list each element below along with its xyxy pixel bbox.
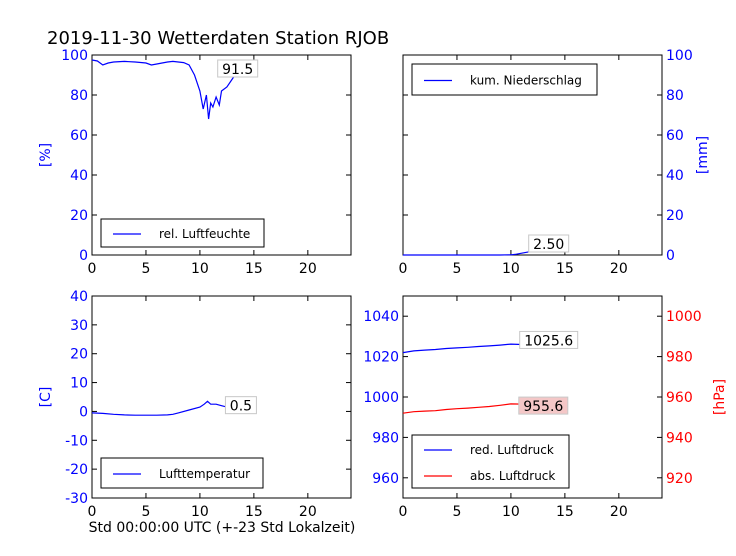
- pressure-y-tick-label: 1000: [363, 390, 399, 406]
- pressure-x-tick-label: 0: [399, 504, 408, 520]
- temperature-y-tick-label: -30: [65, 491, 88, 507]
- humidity-series-line: [91, 59, 254, 120]
- pressure-legend-label: red. Luftdruck: [470, 443, 554, 457]
- temperature-x-tick-label: 0: [88, 504, 97, 520]
- figure-title: 2019-11-30 Wetterdaten Station RJOB: [47, 28, 389, 49]
- precip-y-tick-label: 0: [666, 248, 675, 264]
- temperature-x-tick-label: 20: [299, 504, 317, 520]
- humidity-x-tick-label: 5: [141, 261, 150, 277]
- precip-legend-box: [411, 63, 598, 96]
- precip-y-tick-label: 100: [666, 48, 693, 64]
- temperature-y-tick-label: 40: [70, 289, 88, 305]
- humidity-y-tick-label: 60: [70, 128, 88, 144]
- pressure-value-label: 1025.6: [524, 333, 573, 349]
- pressure-x-tick-label: 15: [556, 504, 574, 520]
- pressure-y-tick-label: 980: [372, 430, 399, 446]
- precip-legend-label: kum. Niederschlag: [470, 74, 582, 88]
- precip-x-tick-label: 0: [399, 261, 408, 277]
- temperature-y-tick-label: 0: [79, 404, 88, 420]
- temperature-value-label: 0.5: [230, 399, 252, 415]
- pressure-y-tick-label: 960: [372, 471, 399, 487]
- precip-x-tick-label: 20: [610, 261, 628, 277]
- humidity-panel: 0 5 10 15 20 0 20 40 60 80 100 [%] 91.5 rel. Luftfeuc…: [38, 48, 352, 277]
- pressure-x-tick-label: 10: [502, 504, 520, 520]
- humidity-y-tick-label: 80: [70, 88, 88, 104]
- pressure-x-tick-label: 20: [610, 504, 628, 520]
- pressure-y-right-axis-label: [hPa]: [712, 379, 728, 415]
- humidity-legend-box: [100, 218, 265, 248]
- humidity-value-label-box: [217, 59, 259, 78]
- pressure-legend-label: abs. Luftdruck: [470, 469, 555, 483]
- pressure-legend-box: [411, 434, 570, 489]
- temperature-y-tick-label: 20: [70, 347, 88, 363]
- pressure-value-label-box: [519, 330, 579, 349]
- precip-y-tick-label: 60: [666, 128, 684, 144]
- precip-y-axis-label: [mm]: [695, 136, 711, 174]
- pressure-y-right-tick-label: 920: [666, 471, 693, 487]
- temperature-x-tick-label: 5: [141, 504, 150, 520]
- precip-y-tick-label: 40: [666, 168, 684, 184]
- temperature-y-axis-label: [C]: [38, 387, 54, 408]
- humidity-x-tick-label: 20: [299, 261, 317, 277]
- humidity-x-tick-label: 0: [88, 261, 97, 277]
- temperature-value-label-box: [224, 396, 257, 415]
- humidity-y-tick-label: 40: [70, 168, 88, 184]
- precip-x-tick-label: 10: [502, 261, 520, 277]
- temperature-plot-frame: [91, 295, 352, 499]
- humidity-x-tick-label: 15: [245, 261, 263, 277]
- precip-value-label: 2.50: [533, 237, 564, 253]
- precip-y-tick-label: 20: [666, 208, 684, 224]
- pressure-y-right-tick-label: 1000: [666, 309, 702, 325]
- temperature-legend-box: [100, 457, 264, 489]
- humidity-y-tick-label: 0: [79, 248, 88, 264]
- pressure-y-tick-label: 1020: [363, 350, 399, 366]
- temperature-x-tick-label: 10: [191, 504, 209, 520]
- precip-y-tick-label: 80: [666, 88, 684, 104]
- pressure-y-right-tick-label: 980: [666, 350, 693, 366]
- pressure-y-right-tick-label: 960: [666, 390, 693, 406]
- humidity-plot-frame: [91, 54, 352, 256]
- pressure-panel: 0 5 10 15 20 960 980 1000 1020 1040 920 940 960 980 10…: [363, 295, 728, 520]
- humidity-y-axis-label: [%]: [38, 143, 54, 167]
- pressure-value-label-box: [518, 396, 569, 415]
- precip-panel: 0 5 10 15 20 0 20 40 60 80 100 [mm] 2.50 kum. Nieders…: [399, 48, 711, 277]
- humidity-legend-label: rel. Luftfeuchte: [159, 227, 250, 241]
- pressure-y-tick-label: 1040: [363, 309, 399, 325]
- temperature-legend-label: Lufttemperatur: [159, 467, 250, 481]
- temperature-y-tick-label: -10: [65, 433, 88, 449]
- precip-x-tick-label: 15: [556, 261, 574, 277]
- humidity-x-tick-label: 10: [191, 261, 209, 277]
- humidity-value-label: 91.5: [222, 62, 253, 78]
- temperature-x-tick-label: 15: [245, 504, 263, 520]
- temperature-y-tick-label: 10: [70, 376, 88, 392]
- temperature-y-tick-label: -20: [65, 462, 88, 478]
- pressure-y-right-tick-label: 940: [666, 430, 693, 446]
- precip-x-tick-label: 5: [452, 261, 461, 277]
- temperature-y-tick-label: 30: [70, 318, 88, 334]
- pressure-value-label: 955.6: [523, 399, 563, 415]
- humidity-y-tick-label: 100: [61, 48, 88, 64]
- temperature-panel: 0 5 10 15 20 -30 -20 -10 0 10 20 30 40 [C] 0.5 Lufttemp…: [38, 289, 352, 520]
- precip-plot-frame: [402, 54, 663, 256]
- humidity-y-tick-label: 20: [70, 208, 88, 224]
- precip-value-label-box: [528, 234, 570, 253]
- pressure-x-tick-label: 5: [452, 504, 461, 520]
- figure-x-axis-label: Std 00:00:00 UTC (+-23 Std Lokalzeit): [89, 520, 356, 536]
